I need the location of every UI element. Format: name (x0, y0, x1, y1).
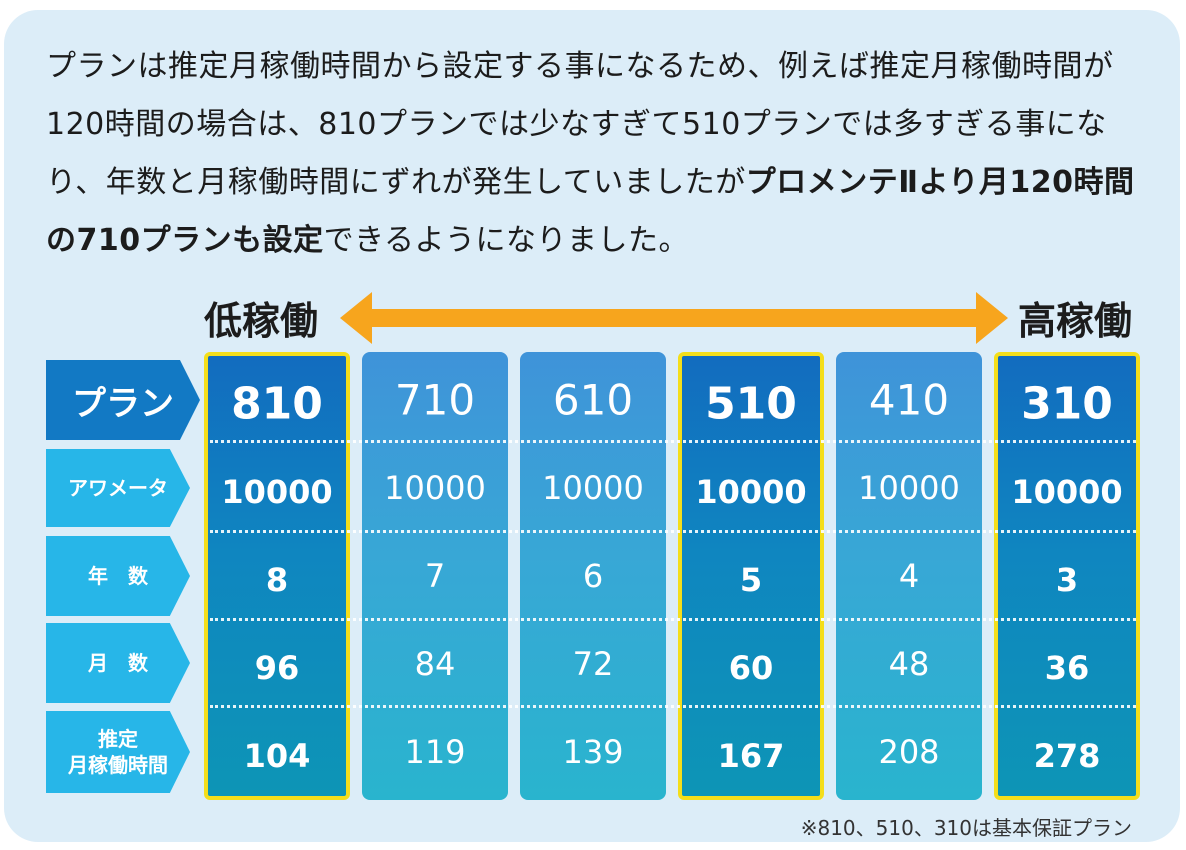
hour-meter-value: 10000 (858, 469, 960, 507)
footnote: ※810、510、310は基本保証プラン (800, 816, 1132, 840)
months-value: 84 (414, 645, 456, 683)
row-label-hour-meter: アワメータ (46, 449, 190, 527)
months-value: 96 (254, 649, 300, 687)
monthly-hours-value: 278 (1033, 737, 1101, 775)
plan-value: 510 (705, 378, 797, 430)
monthly-hours-value: 139 (562, 733, 624, 771)
intro-text: プランは推定月稼働時間から設定する事になるため、例えば推定月稼働時間が120時間… (46, 49, 1114, 200)
years-value: 6 (582, 557, 604, 595)
intro-paragraph: プランは推定月稼働時間から設定する事になるため、例えば推定月稼働時間が120時間… (46, 38, 1146, 270)
plan-value: 410 (868, 375, 950, 425)
hour-meter-value: 10000 (1011, 473, 1123, 511)
plan-column-710: 710 10000 7 84 119 (362, 352, 508, 800)
scale-high-label: 高稼働 (1018, 299, 1133, 343)
years-value: 7 (424, 557, 446, 595)
hour-meter-value: 10000 (542, 469, 644, 507)
months-value: 60 (728, 649, 774, 687)
row-divider (210, 618, 1136, 621)
plan-column-310: 310 10000 3 36 278 (994, 352, 1140, 800)
plan-column-510: 510 10000 5 60 167 (678, 352, 824, 800)
years-value: 4 (898, 557, 920, 595)
hour-meter-value: 10000 (384, 469, 486, 507)
monthly-hours-value: 119 (404, 733, 466, 771)
plan-column-610: 610 10000 6 72 139 (520, 352, 666, 800)
row-label-monthly-hours: 推定 月稼働時間 (46, 711, 190, 793)
years-value: 5 (739, 561, 763, 599)
years-value: 8 (265, 561, 289, 599)
row-divider (210, 705, 1136, 708)
monthly-hours-value: 208 (878, 733, 940, 771)
plan-column-810: 810 10000 8 96 104 (204, 352, 350, 800)
months-value: 72 (572, 645, 614, 683)
intro-text-end: できるようになりました。 (323, 223, 690, 258)
intro-emphasis: プロメンテⅡより月120時間の710プランも設定 (46, 165, 1135, 258)
years-value: 3 (1055, 561, 1079, 599)
plan-column-410: 410 10000 4 48 208 (836, 352, 982, 800)
plan-value: 310 (1021, 378, 1113, 430)
months-value: 48 (888, 645, 930, 683)
hour-meter-value: 10000 (695, 473, 807, 511)
plan-value: 710 (394, 375, 476, 425)
row-label-plan: プラン (46, 360, 200, 440)
row-label-years: 年 数 (46, 536, 190, 616)
row-label-months: 月 数 (46, 623, 190, 703)
plan-value: 810 (231, 378, 323, 430)
hour-meter-value: 10000 (221, 473, 333, 511)
plan-value: 610 (552, 375, 634, 425)
row-divider (210, 530, 1136, 533)
row-divider (210, 440, 1136, 443)
months-value: 36 (1044, 649, 1090, 687)
monthly-hours-value: 167 (717, 737, 785, 775)
double-arrow-icon (340, 292, 1008, 344)
monthly-hours-value: 104 (243, 737, 311, 775)
scale-low-label: 低稼働 (204, 299, 319, 343)
